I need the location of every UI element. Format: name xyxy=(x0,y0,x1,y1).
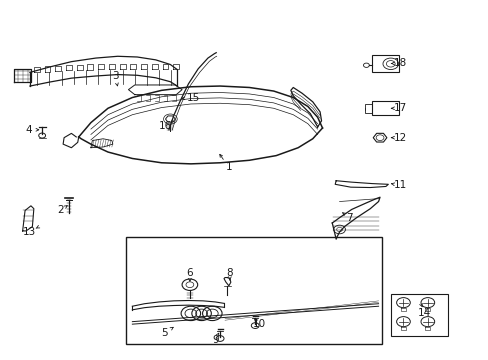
Text: 11: 11 xyxy=(393,180,407,190)
Text: 9: 9 xyxy=(211,334,218,345)
Text: 7: 7 xyxy=(346,213,352,222)
Text: 18: 18 xyxy=(393,58,407,68)
Text: 13: 13 xyxy=(22,227,36,237)
Text: 2: 2 xyxy=(57,206,63,216)
Text: 1: 1 xyxy=(225,162,232,172)
Text: 6: 6 xyxy=(186,268,193,278)
Text: 4: 4 xyxy=(25,125,32,135)
Text: 10: 10 xyxy=(252,319,265,329)
Text: 12: 12 xyxy=(393,133,407,143)
Text: 17: 17 xyxy=(393,103,407,113)
Text: 14: 14 xyxy=(417,308,430,318)
Text: 15: 15 xyxy=(186,93,200,103)
Text: 3: 3 xyxy=(112,71,119,81)
Text: 8: 8 xyxy=(226,268,233,278)
Text: 5: 5 xyxy=(161,328,167,338)
Text: 16: 16 xyxy=(159,121,172,131)
